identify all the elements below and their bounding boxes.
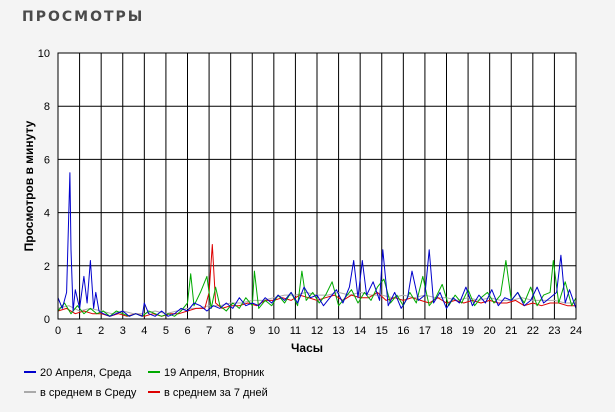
x-tick-label: 9 bbox=[249, 325, 255, 337]
x-tick-label: 13 bbox=[332, 325, 344, 337]
y-tick-label: 6 bbox=[44, 154, 50, 166]
page-title: ПРОСМОТРЫ bbox=[22, 9, 145, 25]
x-tick-label: 16 bbox=[397, 325, 409, 337]
x-tick-label: 11 bbox=[290, 325, 301, 337]
chart-grid bbox=[57, 52, 577, 320]
x-tick-label: 17 bbox=[419, 325, 431, 337]
y-tick-label: 2 bbox=[44, 261, 50, 273]
x-tick-label: 0 bbox=[55, 325, 61, 337]
x-tick-label: 3 bbox=[120, 325, 126, 337]
y-tick-label: 4 bbox=[44, 208, 50, 220]
y-axis-title: Просмотров в минуту bbox=[22, 120, 36, 251]
x-tick-label: 4 bbox=[141, 325, 147, 337]
x-tick-label: 7 bbox=[206, 325, 212, 337]
chart-series bbox=[57, 172, 577, 317]
x-tick-label: 20 bbox=[484, 325, 496, 337]
y-tick-labels: 0 2 4 6 8 10 bbox=[38, 48, 50, 326]
x-tick-label: 15 bbox=[376, 325, 388, 337]
x-tick-label: 2 bbox=[98, 325, 104, 337]
legend-label: в среднем за 7 дней bbox=[164, 387, 268, 399]
x-tick-label: 8 bbox=[228, 325, 234, 337]
x-tick-label: 1 bbox=[77, 325, 83, 337]
x-tick-label: 5 bbox=[163, 325, 169, 337]
x-tick-label: 10 bbox=[268, 325, 280, 337]
y-tick-label: 8 bbox=[44, 101, 50, 113]
series-line-0 bbox=[57, 172, 577, 317]
y-tick-label: 0 bbox=[44, 314, 50, 326]
x-tick-label: 18 bbox=[440, 325, 452, 337]
x-tick-label: 23 bbox=[548, 325, 560, 337]
legend-label: в среднем в Среду bbox=[40, 387, 137, 399]
y-tick-label: 10 bbox=[38, 48, 50, 60]
x-axis-title: Часы bbox=[291, 341, 323, 355]
x-tick-label: 19 bbox=[462, 325, 474, 337]
chart-legend: 20 Апреля, Среда 19 Апреля, Вторник в сред… bbox=[24, 367, 268, 399]
x-tick-label: 21 bbox=[505, 325, 517, 337]
plot-frame bbox=[57, 52, 577, 320]
x-tick-label: 6 bbox=[184, 325, 190, 337]
x-tick-label: 22 bbox=[527, 325, 539, 337]
x-tick-labels: 0 1 2 3 4 5 6 7 8 9 10 11 12 13 14 15 16 17 18 19 20 21 22 23 24 bbox=[55, 325, 582, 337]
legend-label: 19 Апреля, Вторник bbox=[164, 367, 264, 379]
x-tick-label: 12 bbox=[311, 325, 323, 337]
legend-label: 20 Апреля, Среда bbox=[40, 367, 132, 379]
x-tick-label: 14 bbox=[354, 325, 366, 337]
x-tick-label: 24 bbox=[570, 325, 582, 337]
